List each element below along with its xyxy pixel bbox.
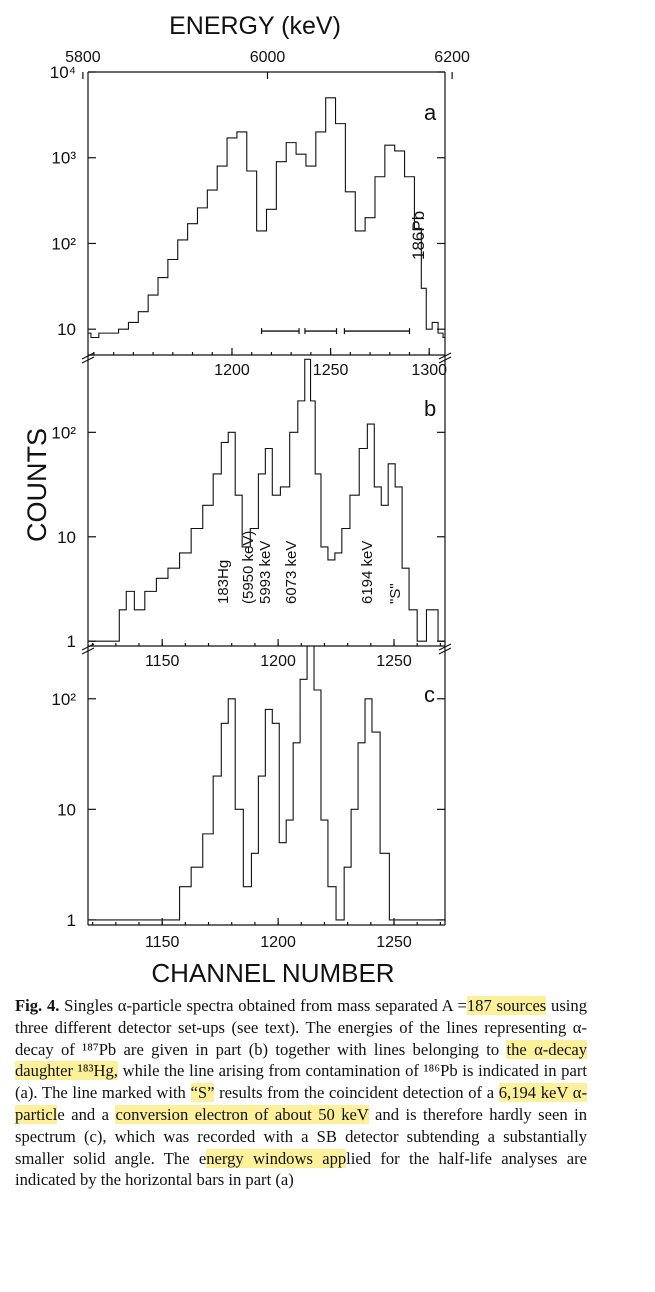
- panel-b-line-label: 183Hg: [215, 560, 232, 604]
- axis-break-mark: [81, 352, 95, 364]
- panel-a-x-tick-label: 1200: [214, 362, 250, 379]
- panel-c-x-tick-label: 1200: [260, 934, 296, 951]
- panel-a-spectrum-line: [88, 97, 445, 339]
- panel-b-y-tick-label: 1: [67, 632, 76, 651]
- energy-tick-label: 6200: [434, 49, 470, 66]
- caption-highlight-1: 187 sources: [466, 996, 547, 1015]
- caption-highlight-6: nergy windows app: [206, 1148, 347, 1168]
- panel-b-y-tick-label: 10: [57, 528, 76, 547]
- panel-b-x-tick-label: 1250: [376, 653, 412, 670]
- caption-text-6: and is therefore hardly seen in spectrum…: [15, 1104, 587, 1168]
- panel-a-y-tick-label: 10²: [51, 234, 76, 253]
- axis-break-mark: [81, 643, 95, 655]
- panel-b-line-label: "S": [387, 583, 404, 604]
- panel-a-y-tick-label: 10³: [51, 149, 76, 168]
- channel-axis-title: CHANNEL NUMBER: [151, 958, 394, 988]
- caption-highlight-5: conversion electron of about 50 keV: [115, 1104, 369, 1124]
- panel-b-x-tick-label: 1150: [145, 653, 180, 670]
- panel-c-y-tick-label: 10: [57, 800, 76, 819]
- panel-b-x-tick-label: 1200: [260, 653, 296, 670]
- panel-c-label: c: [424, 682, 435, 707]
- isotope-186pb-label: 186Pb: [409, 211, 428, 260]
- axis-break-mark: [438, 643, 452, 655]
- panel-a-y-tick-label: 10: [57, 320, 76, 339]
- panel-c-y-tick-label: 10²: [51, 690, 76, 709]
- panel-b-y-tick-label: 10²: [51, 423, 76, 442]
- panel-c-y-tick-label: 1: [67, 911, 76, 930]
- spectra-figure: ENERGY (keV) COUNTS CHANNEL NUMBER 1200 1…: [22, 12, 470, 988]
- panel-c-x-tick-label: 1250: [376, 934, 412, 951]
- energy-axis-title: ENERGY (keV): [169, 12, 341, 40]
- figure-caption: Fig. 4. Singles α-particle spectra obtai…: [15, 995, 587, 1191]
- panel-a-x-tick-label: 1250: [313, 362, 349, 379]
- counts-axis-title: COUNTS: [22, 428, 52, 542]
- caption-text-3: while the line arising from contaminatio…: [15, 1061, 587, 1103]
- panel-a-label: a: [424, 100, 437, 125]
- caption-text-4: results from the coincident detection of…: [214, 1083, 499, 1103]
- caption-text-5: e and a: [57, 1104, 116, 1124]
- energy-tick-label: 6000: [250, 49, 286, 66]
- panel-b-line-label: 6073 keV: [283, 541, 300, 604]
- panel-b-label: b: [424, 396, 436, 421]
- panel-c-spectrum-line: [88, 645, 445, 921]
- caption-text-2: using three different detector set-ups (…: [15, 996, 587, 1059]
- caption-text-7: lied for the half-life analyses are indi…: [15, 1148, 588, 1190]
- axis-break-mark: [438, 352, 452, 364]
- panel-b-line-label: 6194 keV: [359, 541, 376, 604]
- panel-a-y-tick-label: 10⁴: [50, 63, 76, 82]
- caption-fig-label: Fig. 4.: [15, 996, 60, 1015]
- panel-b-line-label: 5993 keV: [257, 541, 274, 604]
- caption-text-1: Singles α-particle spectra obtained from…: [64, 996, 467, 1015]
- panel-b-spectrum-line: [88, 358, 445, 642]
- panel-b-line-label: (5950 keV): [240, 531, 257, 604]
- panel-a-x-tick-label: 1300: [411, 362, 447, 379]
- caption-highlight-3: “S”: [190, 1083, 215, 1103]
- panel-c-x-tick-label: 1150: [145, 934, 180, 951]
- energy-tick-label: 5800: [65, 49, 101, 66]
